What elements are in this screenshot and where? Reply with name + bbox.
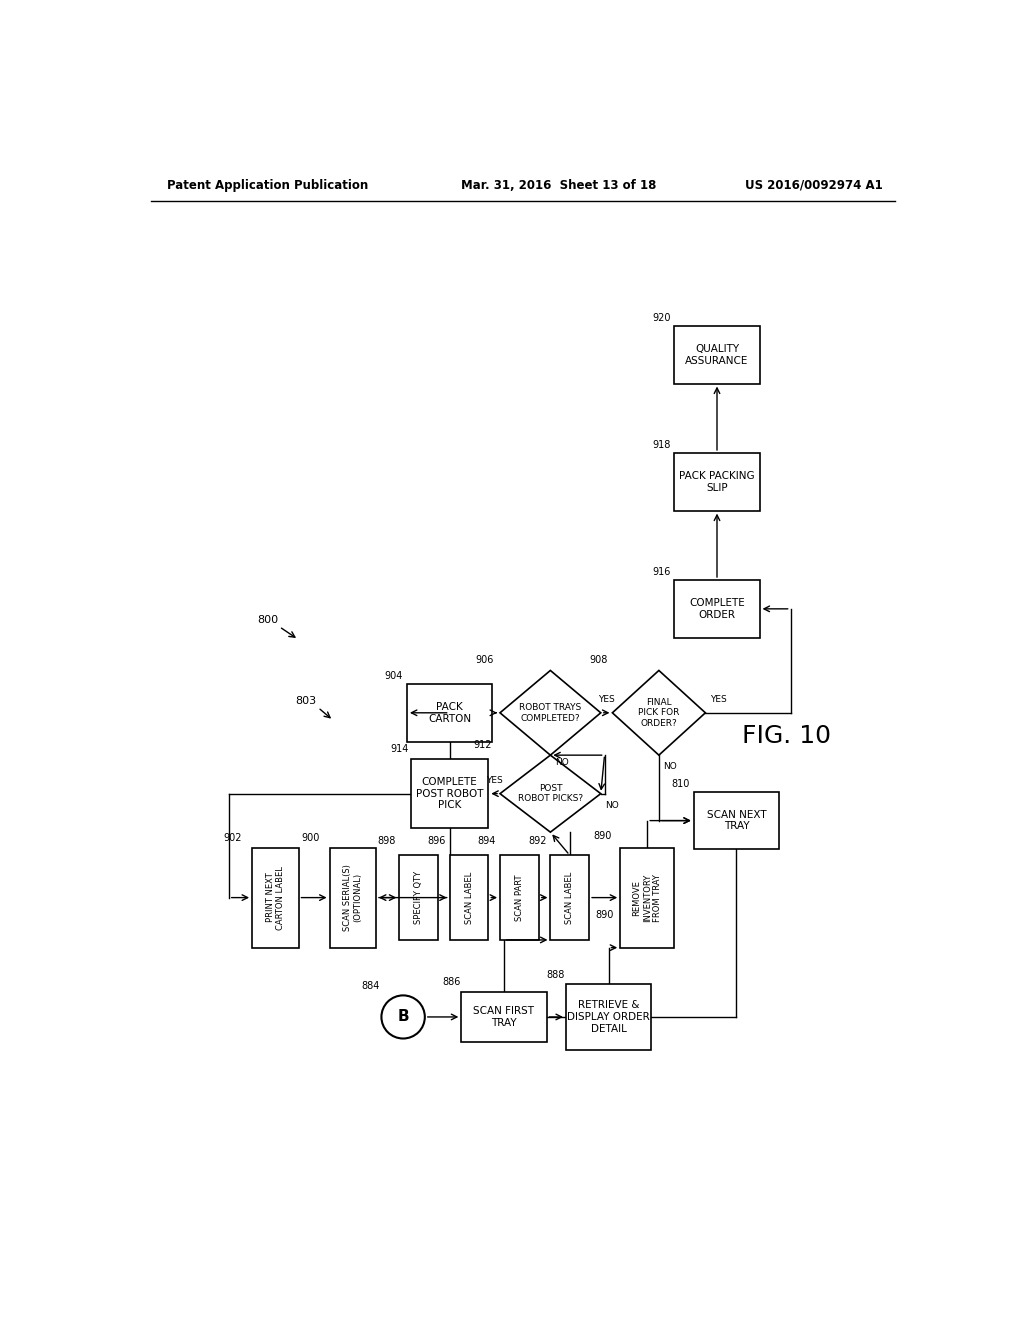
Text: SCAN SERIAL(S)
(OPTIONAL): SCAN SERIAL(S) (OPTIONAL)	[343, 865, 362, 931]
Text: FIG. 10: FIG. 10	[742, 723, 831, 748]
Text: 920: 920	[652, 313, 671, 323]
Text: 902: 902	[223, 833, 242, 842]
Text: SCAN FIRST
TRAY: SCAN FIRST TRAY	[473, 1006, 535, 1028]
Text: FINAL
PICK FOR
ORDER?: FINAL PICK FOR ORDER?	[638, 698, 680, 727]
Text: SPECIFY QTY: SPECIFY QTY	[414, 871, 423, 924]
Text: 803: 803	[296, 696, 316, 706]
FancyBboxPatch shape	[252, 847, 299, 948]
Text: 898: 898	[377, 837, 395, 846]
Text: COMPLETE
ORDER: COMPLETE ORDER	[689, 598, 744, 619]
FancyBboxPatch shape	[330, 847, 376, 948]
Text: Patent Application Publication: Patent Application Publication	[167, 178, 368, 191]
Text: US 2016/0092974 A1: US 2016/0092974 A1	[745, 178, 883, 191]
Text: SCAN PART: SCAN PART	[515, 874, 524, 921]
FancyBboxPatch shape	[450, 855, 488, 940]
Text: 890: 890	[593, 832, 611, 841]
FancyBboxPatch shape	[461, 991, 547, 1041]
Text: SCAN LABEL: SCAN LABEL	[465, 871, 473, 924]
Text: B: B	[397, 1010, 409, 1024]
Circle shape	[381, 995, 425, 1039]
Text: 906: 906	[475, 656, 494, 665]
Text: 886: 886	[442, 977, 461, 987]
Text: SCAN LABEL: SCAN LABEL	[565, 871, 574, 924]
Text: 892: 892	[528, 837, 547, 846]
FancyBboxPatch shape	[675, 453, 760, 511]
Polygon shape	[612, 671, 706, 755]
Text: 896: 896	[427, 837, 445, 846]
FancyBboxPatch shape	[675, 579, 760, 638]
Polygon shape	[500, 671, 601, 755]
Text: 888: 888	[547, 970, 565, 979]
Text: Mar. 31, 2016  Sheet 13 of 18: Mar. 31, 2016 Sheet 13 of 18	[461, 178, 656, 191]
Polygon shape	[500, 755, 601, 832]
Text: PACK
CARTON: PACK CARTON	[428, 702, 471, 723]
FancyBboxPatch shape	[399, 855, 438, 940]
Text: SCAN NEXT
TRAY: SCAN NEXT TRAY	[707, 809, 766, 832]
Text: 914: 914	[390, 744, 409, 754]
Text: RETRIEVE &
DISPLAY ORDER
DETAIL: RETRIEVE & DISPLAY ORDER DETAIL	[567, 1001, 650, 1034]
Text: 894: 894	[477, 837, 496, 846]
Text: 916: 916	[652, 566, 671, 577]
Text: 810: 810	[672, 779, 690, 788]
FancyBboxPatch shape	[693, 792, 779, 850]
Text: REMOVE
INVENTORY
FROM TRAY: REMOVE INVENTORY FROM TRAY	[633, 874, 663, 921]
Text: COMPLETE
POST ROBOT
PICK: COMPLETE POST ROBOT PICK	[416, 777, 483, 810]
FancyBboxPatch shape	[407, 684, 493, 742]
Text: 904: 904	[385, 671, 403, 681]
Text: 800: 800	[257, 615, 279, 626]
FancyBboxPatch shape	[411, 759, 488, 829]
FancyBboxPatch shape	[550, 855, 589, 940]
Text: PRINT NEXT
CARTON LABEL: PRINT NEXT CARTON LABEL	[265, 866, 285, 929]
FancyBboxPatch shape	[500, 855, 539, 940]
Text: 918: 918	[652, 440, 671, 450]
Text: YES: YES	[485, 776, 503, 785]
Text: YES: YES	[598, 696, 615, 704]
FancyBboxPatch shape	[675, 326, 760, 384]
Text: 912: 912	[473, 741, 492, 750]
Text: POST
ROBOT PICKS?: POST ROBOT PICKS?	[518, 784, 583, 804]
Text: PACK PACKING
SLIP: PACK PACKING SLIP	[679, 471, 755, 492]
Text: 890: 890	[595, 909, 613, 920]
Text: 900: 900	[301, 833, 319, 842]
Text: NO: NO	[664, 762, 677, 771]
FancyBboxPatch shape	[621, 847, 675, 948]
Text: YES: YES	[711, 696, 727, 704]
Text: QUALITY
ASSURANCE: QUALITY ASSURANCE	[685, 345, 749, 366]
Text: NO: NO	[555, 759, 569, 767]
Text: 908: 908	[589, 656, 607, 665]
FancyBboxPatch shape	[566, 985, 651, 1049]
Text: 884: 884	[361, 981, 380, 991]
Text: ROBOT TRAYS
COMPLETED?: ROBOT TRAYS COMPLETED?	[519, 704, 582, 722]
Text: NO: NO	[605, 801, 620, 809]
